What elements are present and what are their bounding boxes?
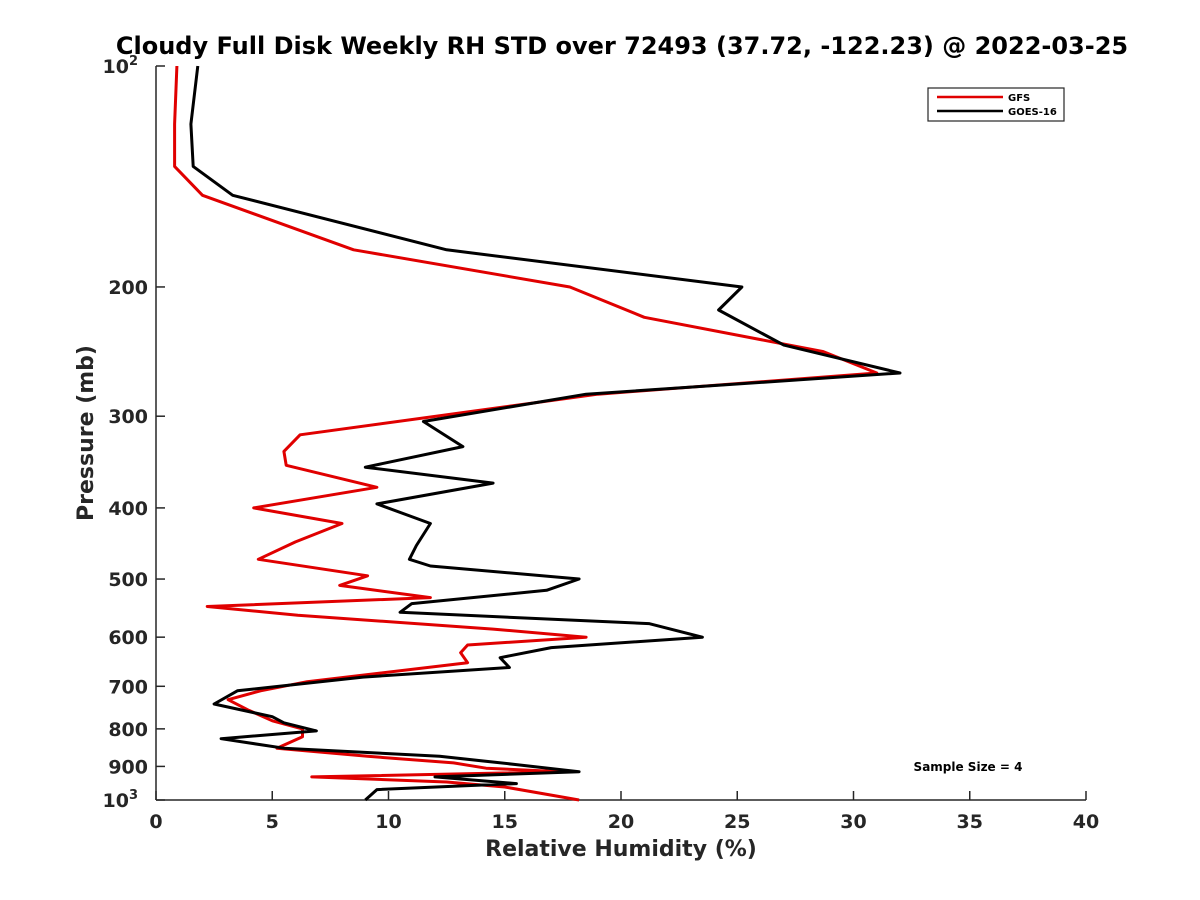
sample-size-annotation: Sample Size = 4 bbox=[914, 760, 1023, 774]
y-tick-label: 700 bbox=[108, 676, 148, 698]
y-axis-label: Pressure (mb) bbox=[74, 345, 99, 521]
y-tick-label: 103 bbox=[103, 788, 139, 812]
series-lines bbox=[173, 65, 902, 802]
x-tick-label: 10 bbox=[375, 811, 401, 833]
legend: GFS GOES-16 bbox=[927, 87, 1065, 122]
y-tick-label: 500 bbox=[108, 569, 148, 591]
x-axis-label: Relative Humidity (%) bbox=[485, 837, 757, 862]
legend-label-gfs: GFS bbox=[1008, 93, 1030, 104]
series-line-gfs bbox=[173, 65, 879, 802]
legend-box bbox=[927, 87, 1065, 122]
y-tick-label: 800 bbox=[108, 719, 148, 741]
x-tick-label: 35 bbox=[957, 811, 983, 833]
y-tick-label: 300 bbox=[108, 406, 148, 428]
series-line-goes-16 bbox=[189, 65, 902, 802]
y-tick-label: 900 bbox=[108, 756, 148, 778]
y-tick-label: 200 bbox=[108, 277, 148, 299]
y-tick-label: 102 bbox=[103, 54, 139, 78]
chart-title: Cloudy Full Disk Weekly RH STD over 7249… bbox=[116, 32, 1128, 60]
legend-label-goes16: GOES-16 bbox=[1008, 107, 1057, 118]
x-tick-label: 20 bbox=[608, 811, 634, 833]
x-tick-label: 40 bbox=[1073, 811, 1099, 833]
y-tick-label: 400 bbox=[108, 498, 148, 520]
plot-axes bbox=[155, 66, 1086, 801]
y-tick-label: 600 bbox=[108, 627, 148, 649]
x-tick-label: 25 bbox=[724, 811, 750, 833]
x-tick-label: 30 bbox=[840, 811, 866, 833]
x-tick-label: 0 bbox=[149, 811, 162, 833]
x-tick-label: 15 bbox=[492, 811, 518, 833]
y-axis-ticks: 102 200 300 400 500 600 700 800 900 103 bbox=[103, 54, 165, 812]
x-tick-label: 5 bbox=[266, 811, 279, 833]
x-axis-ticks: 0 5 10 15 20 25 30 35 40 bbox=[149, 791, 1099, 833]
